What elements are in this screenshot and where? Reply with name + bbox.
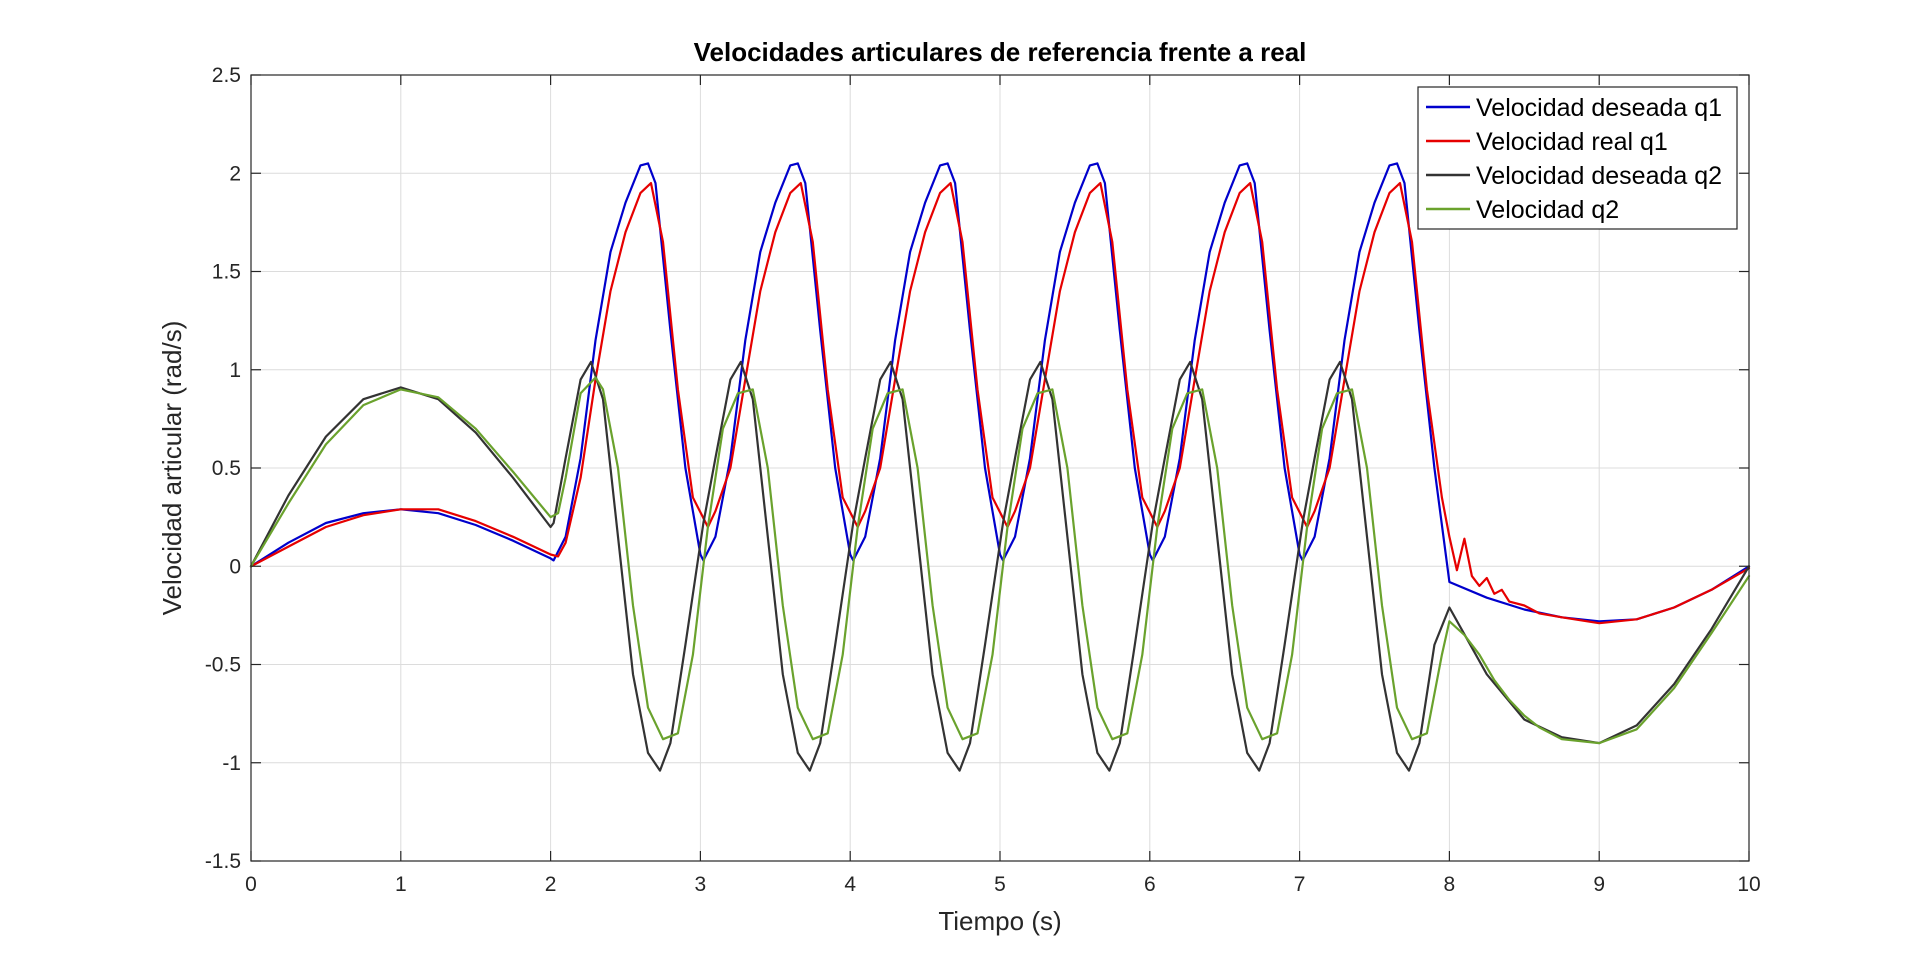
- x-tick-label: 10: [1737, 873, 1760, 896]
- x-tick-label: 8: [1444, 873, 1456, 896]
- x-tick-label: 7: [1294, 873, 1306, 896]
- x-tick-label: 2: [545, 873, 557, 896]
- x-tick-label: 4: [844, 873, 856, 896]
- ticks: 0 1 2 3 4 5 6 7 8 9 10 -1.5 -1 -0.5 0 0.5 1 1.5 2 2.5: [205, 64, 1761, 896]
- series-layer: [249, 162, 1751, 772]
- x-tick-label: 1: [395, 873, 407, 896]
- y-tick-label: -1: [222, 752, 241, 775]
- legend-entry-label: Velocidad deseada q1: [1476, 94, 1722, 122]
- legend-entry-label: Velocidad deseada q2: [1476, 162, 1722, 190]
- x-axis-label: Tiempo (s): [938, 906, 1061, 936]
- legend-entry-label: Velocidad real q1: [1476, 128, 1668, 156]
- legend-box: [1417, 86, 1738, 230]
- y-tick-label: 2.5: [212, 64, 241, 87]
- y-tick-label: -1.5: [205, 850, 241, 873]
- y-tick-label: 2: [229, 162, 241, 185]
- legend-entry-label: Velocidad q2: [1476, 196, 1619, 224]
- series-line-3: [249, 360, 1751, 772]
- y-tick-label: 1: [229, 359, 241, 382]
- x-tick-label: 6: [1144, 873, 1156, 896]
- y-tick-label: 0.5: [212, 457, 241, 480]
- chart-title: Velocidades articulares de referencia fr…: [694, 37, 1307, 67]
- x-tick-label: 0: [245, 873, 257, 896]
- series-line-1: [249, 162, 1751, 623]
- y-axis-label: Velocidad articular (rad/s): [157, 321, 187, 616]
- x-tick-label: 9: [1593, 873, 1605, 896]
- x-tick-label: 3: [695, 873, 707, 896]
- x-tick-label: 5: [994, 873, 1006, 896]
- y-tick-label: 0: [229, 555, 241, 578]
- legend: Velocidad deseada q1 Velocidad real q1 Vel…: [1417, 86, 1738, 230]
- y-tick-label: 1.5: [212, 261, 241, 284]
- series-line-4: [249, 376, 1751, 745]
- series-line-2: [249, 182, 1751, 625]
- y-tick-label: -0.5: [205, 654, 241, 677]
